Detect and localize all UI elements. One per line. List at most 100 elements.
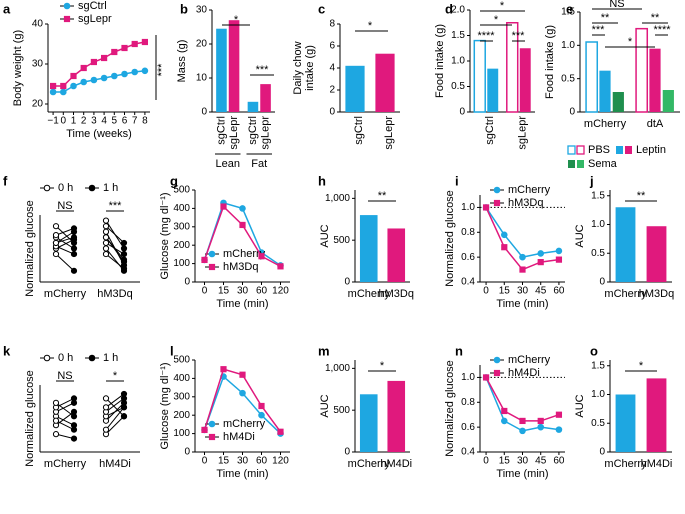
- marker: [208, 263, 216, 271]
- point: [52, 239, 60, 247]
- y-tick-label: 1.0: [461, 202, 475, 213]
- legend-label: hM3Dq: [223, 261, 258, 273]
- annotation: **: [601, 12, 610, 24]
- series-line: [53, 41, 146, 87]
- point: [70, 250, 78, 258]
- panel-label: l: [170, 343, 174, 358]
- annotation: ***: [256, 64, 270, 76]
- y-axis-label: AUC: [574, 394, 586, 417]
- marker: [258, 402, 265, 410]
- y-tick-label: 8: [329, 19, 335, 30]
- point: [102, 426, 110, 433]
- x-tick-label: 0: [202, 456, 208, 467]
- pair-line: [55, 402, 75, 413]
- point: [70, 225, 78, 232]
- marker: [482, 374, 490, 381]
- x-tick-label: hM3Dq: [97, 288, 132, 300]
- group-label: sgLepr: [517, 116, 529, 150]
- bar: [473, 39, 486, 113]
- x-tick-label: 0: [202, 286, 208, 297]
- point: [70, 395, 78, 402]
- marker: [493, 199, 501, 207]
- marker: [537, 417, 544, 425]
- pair-line: [105, 407, 125, 430]
- marker: [537, 259, 544, 266]
- marker: [493, 186, 501, 194]
- panel-label: o: [590, 343, 598, 358]
- bar: [612, 92, 624, 112]
- y-tick-label: 1.5: [591, 190, 605, 201]
- panel-label: h: [318, 173, 326, 188]
- bar: [216, 28, 227, 113]
- legend-swatch: [567, 145, 576, 155]
- pair-line: [105, 393, 125, 408]
- x-tick-label: 60: [256, 456, 268, 467]
- panel-label: m: [318, 343, 330, 358]
- annotation: *: [380, 360, 385, 372]
- x-axis-label: Time (min): [496, 468, 548, 480]
- legend-label: hM3Dq: [508, 197, 543, 209]
- point: [52, 417, 60, 424]
- panel-label: k: [3, 343, 11, 358]
- y-tick-label: 0.6: [461, 422, 475, 433]
- x-tick-label: mCherry: [348, 288, 391, 300]
- annotation: NS: [57, 200, 72, 212]
- y-tick-label: 1.5: [591, 360, 605, 371]
- x-tick-label: 0: [483, 286, 489, 297]
- x-tick-label: 60: [553, 456, 565, 467]
- x-tick-label: mCherry: [604, 288, 647, 300]
- y-tick-label: 6: [329, 41, 335, 52]
- panel-label: f: [3, 173, 8, 188]
- y-tick-label: 4: [329, 63, 335, 74]
- bar-label: sgLepr: [259, 116, 271, 150]
- marker: [239, 221, 246, 229]
- marker: [519, 427, 526, 435]
- marker: [555, 411, 563, 418]
- x-tick-label: −1: [47, 116, 59, 127]
- y-tick-label: 2.0: [451, 5, 465, 16]
- pair-line: [55, 420, 75, 431]
- x-tick-label: 15: [499, 456, 511, 467]
- point: [52, 399, 60, 406]
- marker: [500, 231, 508, 239]
- y-tick-label: 400: [173, 203, 190, 214]
- annotation: *: [500, 0, 505, 12]
- point: [70, 426, 78, 433]
- y-axis-label: Mass (g): [176, 40, 188, 83]
- legend-label: 1 h: [103, 182, 118, 194]
- x-tick-label: 0: [483, 456, 489, 467]
- x-tick-label: 45: [535, 456, 547, 467]
- x-tick-label: 45: [535, 286, 547, 297]
- marker: [501, 407, 508, 415]
- x-tick-label: mCherry: [44, 458, 87, 470]
- group-label: mCherry: [584, 118, 627, 130]
- annotation: *: [639, 360, 644, 372]
- pair-line: [55, 236, 75, 244]
- marker: [482, 204, 490, 211]
- x-axis-label: Time (min): [496, 298, 548, 310]
- x-tick-label: hM3Dq: [379, 288, 414, 300]
- annotation: **: [637, 190, 646, 202]
- y-tick-label: 300: [173, 221, 190, 232]
- legend-label: mCherry: [223, 418, 266, 430]
- bar: [615, 207, 636, 282]
- legend-swatch: [616, 146, 623, 154]
- y-axis-label: AUC: [319, 224, 331, 247]
- legend-marker: [43, 354, 51, 362]
- legend-label: sgLepr: [78, 13, 112, 25]
- marker: [239, 371, 246, 378]
- point: [70, 239, 78, 247]
- marker: [555, 256, 563, 263]
- bar: [260, 84, 271, 112]
- y-tick-label: 30: [196, 5, 208, 16]
- y-tick-label: 0: [599, 277, 605, 288]
- y-axis-label: Normalized glucose: [24, 370, 36, 467]
- y-tick-label: 0: [459, 107, 465, 118]
- point: [120, 245, 128, 252]
- y-tick-label: 1.0: [561, 40, 575, 51]
- annotation: ****: [477, 30, 495, 42]
- marker: [500, 417, 508, 425]
- point: [120, 413, 128, 420]
- legend-swatch: [576, 145, 585, 155]
- panel-label: i: [455, 173, 459, 188]
